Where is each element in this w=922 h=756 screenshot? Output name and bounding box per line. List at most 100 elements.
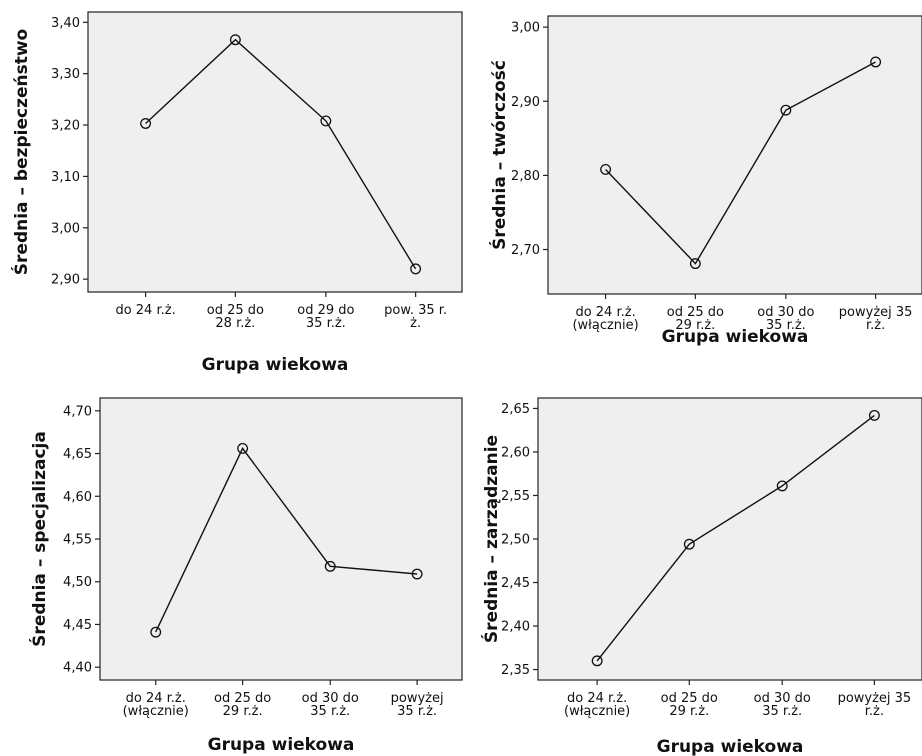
data-point: [591, 655, 603, 667]
x-category-label-line: powyżej 35: [839, 305, 913, 320]
x-category-label-line: od 25 do: [661, 691, 718, 706]
chart-panel-1: 2,90 3,00 3,10 3,20 3,30 3,40 do 24 r.ż. od 25 …: [10, 11, 463, 375]
x-axis-title: Grupa wiekowa: [657, 737, 804, 756]
data-point: [237, 442, 249, 454]
y-tick-label: 4,55: [63, 533, 92, 548]
series-line: [155, 447, 418, 633]
series-line: [605, 61, 876, 265]
y-tick-label: 2,45: [501, 576, 530, 591]
y-axis-title: Średnia – zarządzanie: [480, 435, 502, 643]
y-tick-label: 2,70: [511, 243, 540, 258]
x-category-label-line: (włącznie): [572, 318, 638, 333]
y-tick-label: 3,40: [51, 16, 80, 31]
x-category-label: do 24 r.ż. (włącznie): [123, 691, 189, 719]
x-category-label-line: od 25 do: [207, 303, 264, 318]
x-axis-title: Grupa wiekowa: [202, 355, 349, 375]
series-line: [145, 38, 417, 270]
data-point: [600, 164, 612, 175]
x-category-label-line: 29 r.ż.: [223, 704, 263, 719]
data-point: [868, 409, 880, 421]
x-category-label-line: od 25 do: [667, 305, 724, 320]
x-category-label-line: 35 r.ż.: [762, 704, 802, 719]
y-tick-label: 3,00: [51, 221, 80, 236]
x-category-label-line: 29 r.ż.: [669, 704, 709, 719]
x-category-label: pow. 35 r. ż.: [384, 303, 447, 331]
y-tick-label: 4,40: [63, 661, 92, 676]
x-category-label-line: do 24 r.ż.: [575, 305, 635, 320]
y-tick-label: 4,60: [63, 490, 92, 505]
data-point: [870, 56, 882, 68]
y-tick-label: 2,90: [51, 273, 80, 288]
y-axis-title: Średnia – twórczość: [488, 60, 510, 250]
x-category-label-line: r.ż.: [865, 704, 884, 719]
data-point: [320, 115, 332, 127]
x-category-label-line: powyżej: [391, 691, 444, 706]
x-category-label-line: od 25 do: [214, 691, 271, 706]
x-category-label-line: od 29 do: [297, 303, 354, 318]
y-tick-label: 3,30: [51, 67, 80, 82]
x-category-label-line: 29 r.ż.: [675, 318, 715, 333]
x-axis-title: Grupa wiekowa: [662, 327, 809, 347]
plot-area: [537, 397, 922, 681]
y-tick-label: 2,80: [511, 169, 540, 184]
x-category-label-line: od 30 do: [757, 305, 814, 320]
y-tick-label: 4,65: [63, 447, 92, 462]
data-point: [411, 568, 423, 580]
y-tick-label: 2,90: [511, 95, 540, 110]
x-category-label: od 29 do 35 r.ż.: [297, 303, 354, 331]
y-tick-label: 4,45: [63, 618, 92, 633]
y-tick-label: 2,65: [501, 402, 530, 417]
x-category-label-line: do 24 r.ż.: [126, 691, 186, 706]
y-tick-label: 2,40: [501, 620, 530, 635]
x-category-label: od 30 do 35 r.ż.: [754, 691, 811, 719]
x-category-label-line: 35 r.ż.: [397, 704, 437, 719]
data-point: [683, 538, 695, 550]
plot-area: [87, 11, 463, 293]
x-category-label-line: ż.: [410, 316, 421, 331]
x-category-label-line: od 30 do: [754, 691, 811, 706]
x-category-label-line: 28 r.ż.: [215, 316, 255, 331]
x-category-label: do 24 r.ż.: [115, 303, 175, 318]
x-category-label-line: 35 r.ż.: [310, 704, 350, 719]
data-point: [324, 560, 336, 572]
x-axis-title: Grupa wiekowa: [208, 735, 355, 755]
chart-panel-2: 2,70 2,80 2,90 3,00 do 24 r.ż. (włącznie) od 2…: [488, 15, 922, 347]
y-tick-label: 3,00: [511, 21, 540, 36]
x-category-label: od 25 do 29 r.ż.: [667, 305, 724, 333]
data-point: [780, 104, 792, 116]
series-line: [596, 414, 875, 662]
chart-panel-3: 4,40 4,45 4,50 4,55 4,60 4,65 4,70 do 24 r.ż. (w…: [28, 397, 463, 755]
data-point: [689, 258, 701, 270]
plot-area: [547, 15, 922, 295]
x-category-label-line: do 24 r.ż.: [567, 691, 627, 706]
data-point: [776, 480, 788, 492]
x-category-label: powyżej 35 r.ż.: [391, 691, 444, 719]
data-point: [140, 118, 152, 129]
y-tick-label: 3,10: [51, 170, 80, 185]
y-tick-label: 4,70: [63, 404, 92, 419]
x-category-label: od 25 do 29 r.ż.: [214, 691, 271, 719]
x-category-label: powyżej 35 r.ż.: [838, 691, 912, 719]
x-category-label-line: powyżej 35: [838, 691, 912, 706]
y-tick-label: 2,60: [501, 445, 530, 460]
y-tick-label: 3,20: [51, 119, 80, 134]
x-category-label-line: r.ż.: [866, 318, 885, 333]
y-tick-label: 4,50: [63, 575, 92, 590]
x-category-label: powyżej 35 r.ż.: [839, 305, 913, 333]
x-category-label: od 30 do 35 r.ż.: [302, 691, 359, 719]
x-category-label-line: pow. 35 r.: [384, 303, 447, 318]
x-category-label-line: do 24 r.ż.: [115, 303, 175, 318]
x-category-label: od 30 do 35 r.ż.: [757, 305, 814, 333]
x-category-label: do 24 r.ż. (włącznie): [572, 305, 638, 333]
x-category-label-line: (włącznie): [123, 704, 189, 719]
y-tick-label: 2,55: [501, 489, 530, 504]
y-axis-title: Średnia – specjalizacja: [28, 431, 50, 647]
x-category-label: od 25 do 29 r.ż.: [661, 691, 718, 719]
x-category-label-line: od 30 do: [302, 691, 359, 706]
data-point: [410, 263, 422, 275]
y-tick-label: 2,50: [501, 533, 530, 548]
chart-panel-4: 2,35 2,40 2,45 2,50 2,55 2,60 2,65 do 24 r.ż. (w…: [480, 397, 922, 756]
y-tick-label: 2,35: [501, 663, 530, 678]
x-category-label-line: (włącznie): [564, 704, 630, 719]
